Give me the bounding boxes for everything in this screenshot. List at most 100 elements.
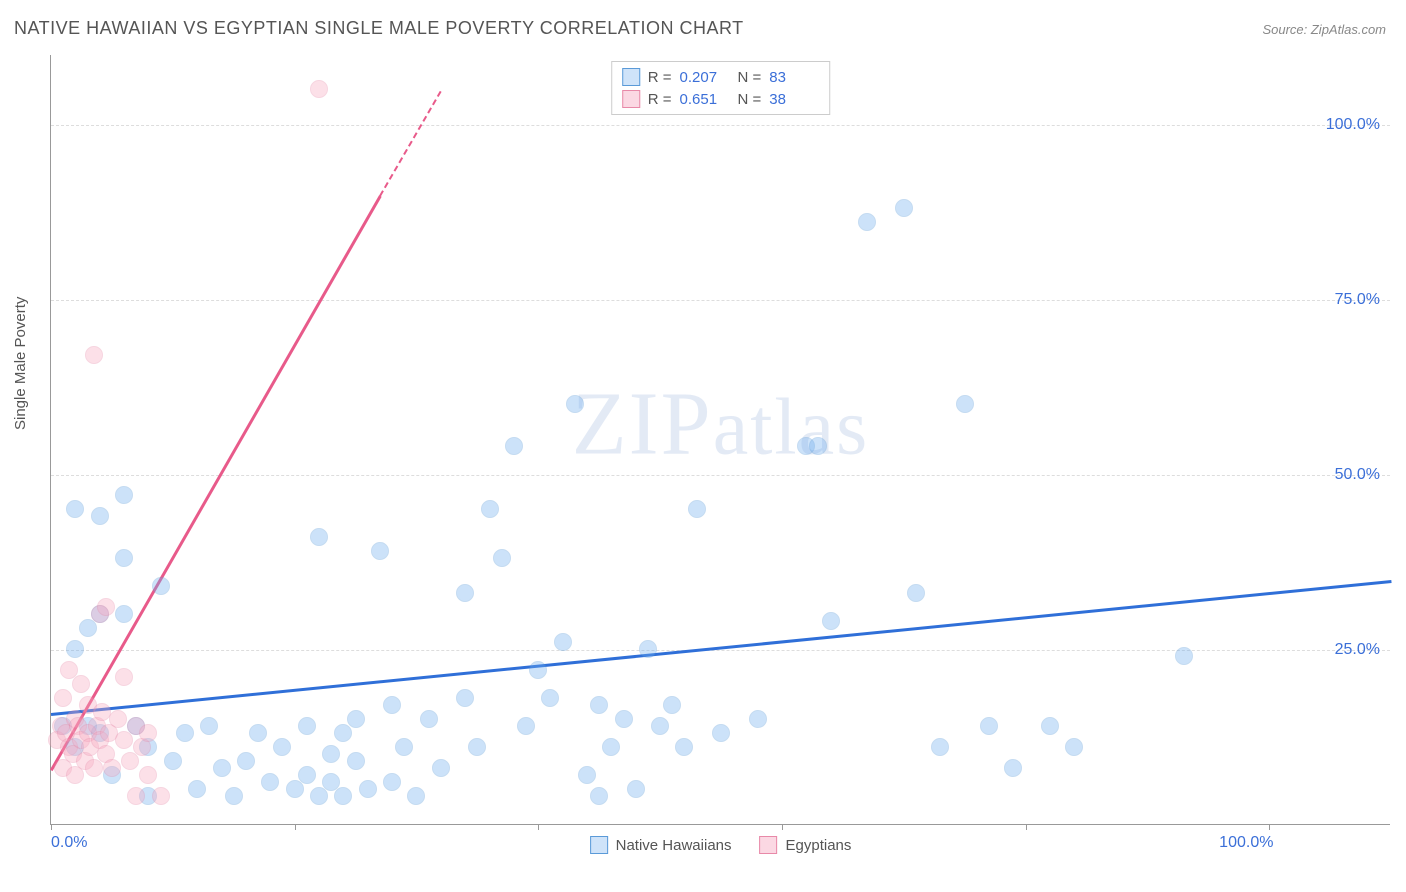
scatter-point <box>273 738 291 756</box>
trend-line-dashed <box>379 91 442 197</box>
scatter-point <box>334 724 352 742</box>
scatter-point <box>298 766 316 784</box>
scatter-point <box>505 437 523 455</box>
scatter-point <box>432 759 450 777</box>
scatter-point <box>383 696 401 714</box>
y-tick-label: 100.0% <box>1326 116 1380 134</box>
scatter-point <box>139 724 157 742</box>
scatter-point <box>1041 717 1059 735</box>
scatter-point <box>858 213 876 231</box>
scatter-point <box>298 717 316 735</box>
scatter-point <box>72 675 90 693</box>
scatter-point <box>395 738 413 756</box>
r-value: 0.207 <box>680 69 730 86</box>
gridline-h <box>51 300 1390 301</box>
scatter-point <box>590 696 608 714</box>
scatter-point <box>66 640 84 658</box>
scatter-point <box>164 752 182 770</box>
scatter-point <box>468 738 486 756</box>
scatter-point <box>249 724 267 742</box>
scatter-point <box>383 773 401 791</box>
scatter-point <box>1004 759 1022 777</box>
legend-swatch <box>590 836 608 854</box>
legend-label: Native Hawaiians <box>616 837 732 854</box>
legend-label: Egyptians <box>786 837 852 854</box>
x-tick-label: 0.0% <box>51 834 87 852</box>
x-tick-mark <box>1026 824 1027 830</box>
scatter-point <box>213 759 231 777</box>
scatter-point <box>322 745 340 763</box>
scatter-point <box>688 500 706 518</box>
y-tick-label: 25.0% <box>1335 641 1380 659</box>
n-label: N = <box>738 91 762 108</box>
scatter-point <box>152 787 170 805</box>
scatter-point <box>85 759 103 777</box>
scatter-point <box>176 724 194 742</box>
plot-area: ZIPatlas R =0.207N =83R =0.651N =38 Nati… <box>50 55 1390 825</box>
scatter-point <box>481 500 499 518</box>
scatter-point <box>749 710 767 728</box>
scatter-point <box>127 787 145 805</box>
scatter-point <box>334 787 352 805</box>
scatter-point <box>1065 738 1083 756</box>
scatter-point <box>663 696 681 714</box>
legend-item: Native Hawaiians <box>590 836 732 854</box>
scatter-point <box>310 528 328 546</box>
scatter-point <box>651 717 669 735</box>
scatter-point <box>115 668 133 686</box>
scatter-point <box>493 549 511 567</box>
scatter-point <box>822 612 840 630</box>
scatter-point <box>261 773 279 791</box>
stats-row: R =0.207N =83 <box>622 66 820 88</box>
scatter-point <box>675 738 693 756</box>
trend-line <box>51 580 1391 715</box>
scatter-point <box>115 486 133 504</box>
scatter-point <box>407 787 425 805</box>
watermark: ZIPatlas <box>572 373 870 476</box>
scatter-point <box>103 759 121 777</box>
x-tick-mark <box>1269 824 1270 830</box>
scatter-point <box>115 549 133 567</box>
n-label: N = <box>738 69 762 86</box>
r-value: 0.651 <box>680 91 730 108</box>
scatter-point <box>809 437 827 455</box>
scatter-point <box>66 500 84 518</box>
watermark-small: atlas <box>713 384 870 472</box>
legend-swatch <box>622 90 640 108</box>
scatter-point <box>529 661 547 679</box>
scatter-point <box>956 395 974 413</box>
watermark-big: ZIP <box>572 375 713 474</box>
scatter-point <box>54 689 72 707</box>
stats-legend-box: R =0.207N =83R =0.651N =38 <box>611 61 831 115</box>
scatter-point <box>712 724 730 742</box>
gridline-h <box>51 475 1390 476</box>
scatter-point <box>602 738 620 756</box>
series-legend: Native Hawaiians Egyptians <box>590 836 852 854</box>
n-value: 83 <box>769 69 819 86</box>
stats-row: R =0.651N =38 <box>622 88 820 110</box>
scatter-point <box>541 689 559 707</box>
y-axis-label: Single Male Poverty <box>12 297 29 430</box>
n-value: 38 <box>769 91 819 108</box>
scatter-point <box>310 787 328 805</box>
scatter-point <box>79 619 97 637</box>
scatter-point <box>286 780 304 798</box>
x-tick-mark <box>51 824 52 830</box>
scatter-point <box>115 731 133 749</box>
y-tick-label: 50.0% <box>1335 466 1380 484</box>
legend-item: Egyptians <box>760 836 852 854</box>
source-attribution: Source: ZipAtlas.com <box>1262 22 1386 37</box>
scatter-point <box>152 577 170 595</box>
scatter-point <box>456 584 474 602</box>
scatter-point <box>980 717 998 735</box>
scatter-point <box>310 80 328 98</box>
scatter-point <box>347 752 365 770</box>
scatter-point <box>85 346 103 364</box>
scatter-point <box>931 738 949 756</box>
scatter-point <box>590 787 608 805</box>
scatter-point <box>139 766 157 784</box>
scatter-point <box>554 633 572 651</box>
y-tick-label: 75.0% <box>1335 291 1380 309</box>
scatter-point <box>639 640 657 658</box>
scatter-point <box>97 598 115 616</box>
